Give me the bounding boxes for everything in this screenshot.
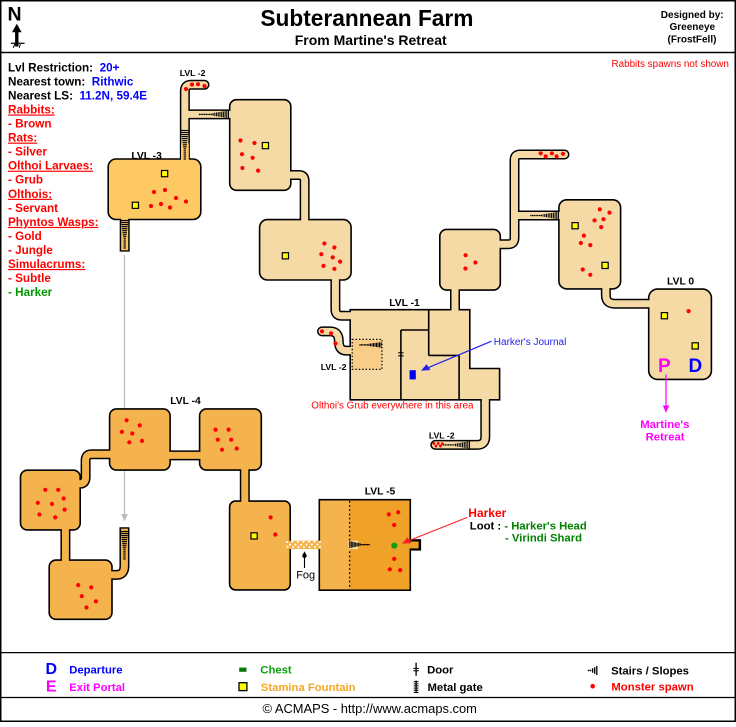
svg-text:Olthoi's Grub everywhere in th: Olthoi's Grub everywhere in this area	[311, 400, 474, 411]
svg-text:Monster spawn: Monster spawn	[611, 681, 693, 693]
svg-text:Nearest town: Rithwic: Nearest town: Rithwic	[8, 75, 134, 88]
svg-text:Rabbits:: Rabbits:	[8, 104, 55, 117]
svg-text:- Harker: - Harker	[8, 286, 53, 299]
svg-text:LVL 0: LVL 0	[667, 276, 694, 287]
svg-text:Simulacrums:: Simulacrums:	[8, 258, 85, 271]
svg-text:E: E	[46, 679, 57, 696]
svg-text:Departure: Departure	[69, 664, 122, 676]
svg-text:Nearest LS: 11.2N, 59.4E: Nearest LS: 11.2N, 59.4E	[8, 89, 147, 102]
svg-text:Rats:: Rats:	[8, 132, 37, 145]
svg-text:LVL -2: LVL -2	[429, 430, 455, 440]
svg-text:Martine's: Martine's	[640, 419, 689, 431]
svg-text:From Martine's Retreat: From Martine's Retreat	[295, 32, 447, 48]
svg-text:Loot : - Harker's Head: Loot : - Harker's Head	[470, 521, 587, 533]
svg-text:- Servant: - Servant	[8, 202, 58, 215]
svg-text:Exit Portal: Exit Portal	[69, 682, 125, 694]
svg-text:- Silver: - Silver	[8, 146, 47, 159]
svg-text:- Subtle: - Subtle	[8, 272, 51, 285]
svg-text:LVL -5: LVL -5	[365, 486, 396, 497]
svg-text:- Grub: - Grub	[8, 174, 43, 187]
svg-text:LVL -4: LVL -4	[170, 396, 201, 407]
svg-text:- Virindi Shard: - Virindi Shard	[505, 533, 582, 545]
svg-text:Harker: Harker	[468, 506, 506, 520]
svg-text:Phyntos Wasps:: Phyntos Wasps:	[8, 216, 98, 229]
svg-text:D: D	[46, 661, 58, 678]
svg-text:Rabbits spawns not shown: Rabbits spawns not shown	[611, 59, 728, 70]
svg-text:Designed by:: Designed by:	[661, 10, 724, 21]
svg-text:Harker's Journal: Harker's Journal	[494, 337, 567, 348]
svg-text:Lvl Restriction: 20+: Lvl Restriction: 20+	[8, 61, 120, 74]
svg-text:D: D	[689, 356, 703, 377]
svg-text:Fog: Fog	[296, 570, 315, 582]
svg-text:Greeneye: Greeneye	[670, 22, 716, 33]
svg-text:Stamina Fountain: Stamina Fountain	[261, 682, 356, 694]
svg-text:Retreat: Retreat	[646, 432, 685, 444]
svg-text:LVL -2: LVL -2	[180, 68, 206, 78]
svg-text:© ACMAPS - http://www.acmaps.c: © ACMAPS - http://www.acmaps.com	[263, 701, 477, 716]
svg-text:P: P	[658, 356, 671, 377]
svg-text:Olthoi Larvaes:: Olthoi Larvaes:	[8, 160, 93, 173]
svg-text:Subterannean Farm: Subterannean Farm	[260, 5, 473, 31]
svg-text:LVL -1: LVL -1	[389, 298, 420, 309]
svg-text:LVL -3: LVL -3	[131, 151, 162, 162]
svg-text:Metal gate: Metal gate	[428, 682, 483, 694]
svg-text:Stairs / Slopes: Stairs / Slopes	[611, 665, 689, 677]
svg-text:- Brown: - Brown	[8, 118, 52, 131]
svg-text:(FrostFell): (FrostFell)	[668, 34, 717, 45]
svg-text:Door: Door	[427, 664, 454, 676]
svg-text:LVL -2: LVL -2	[321, 362, 347, 372]
svg-text:Chest: Chest	[260, 664, 292, 676]
svg-text:N: N	[8, 3, 22, 25]
svg-text:- Jungle: - Jungle	[8, 244, 53, 257]
svg-text:Olthois:: Olthois:	[8, 188, 52, 201]
svg-text:- Gold: - Gold	[8, 230, 42, 243]
